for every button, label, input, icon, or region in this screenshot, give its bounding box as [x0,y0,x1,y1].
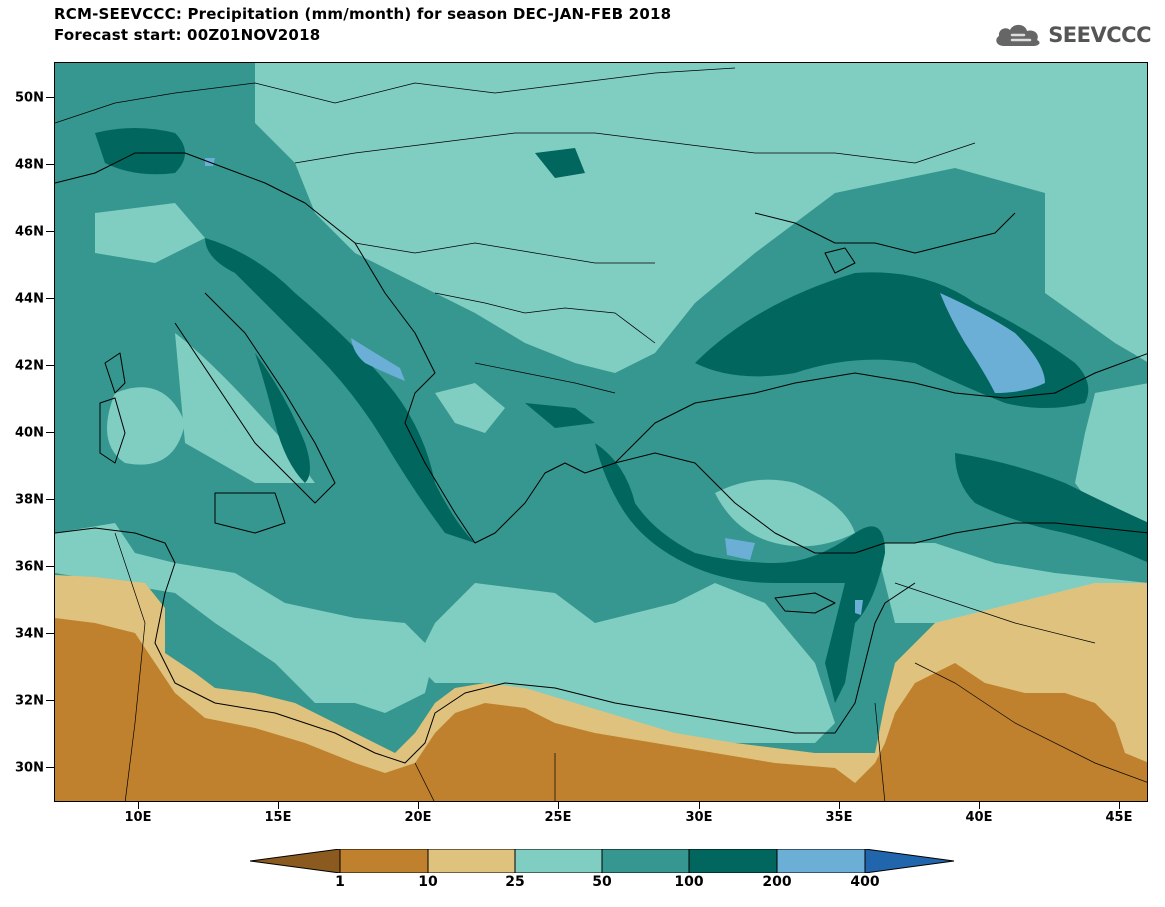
x-tick-mark [278,802,279,809]
y-tick-mark [46,365,54,366]
y-tick-mark [46,231,54,232]
colorbar-label: 1 [335,874,345,890]
colorbar-label: 100 [674,874,704,890]
precipitation-map [54,62,1148,802]
x-tick-label: 15E [264,810,292,825]
zone-100-200 [95,128,1147,703]
x-tick-label: 20E [404,810,432,825]
x-tick-mark [418,802,419,809]
y-tick-label: 34N [15,626,44,642]
x-tick-label: 25E [544,810,572,825]
y-tick-mark [46,767,54,768]
x-tick-label: 40E [965,810,993,825]
y-tick-mark [46,633,54,634]
colorbar-segment [339,849,429,873]
y-tick-mark [46,499,54,500]
colorbar-min-arrow [250,849,341,873]
y-tick-label: 42N [15,358,44,374]
x-tick-mark [1119,802,1120,809]
x-tick-mark [839,802,840,809]
colorbar-label: 200 [762,874,792,890]
y-tick-label: 36N [15,559,44,575]
x-tick-mark [138,802,139,809]
borders [55,67,1147,801]
colorbar-label: 50 [592,874,612,890]
y-tick-mark [46,700,54,701]
colorbar [250,849,955,873]
y-tick-label: 48N [15,157,44,173]
colorbar-segment [427,849,516,873]
colorbar-segment [514,849,603,873]
x-tick-label: 45E [1105,810,1133,825]
y-tick-mark [46,298,54,299]
y-tick-label: 32N [15,693,44,709]
logo-text: SEEVCCC [1048,23,1151,47]
colorbar-label: 400 [850,874,880,890]
x-tick-mark [558,802,559,809]
colorbar-max-arrow [864,849,955,873]
x-tick-label: 10E [124,810,152,825]
title-block: RCM-SEEVCCC: Precipitation (mm/month) fo… [54,4,671,46]
y-tick-label: 46N [15,224,44,240]
colorbar-segment [688,849,778,873]
x-tick-label: 30E [685,810,713,825]
y-tick-mark [46,432,54,433]
colorbar-segment [601,849,690,873]
zone-10-25 [55,575,1147,801]
colorbar-label: 25 [505,874,525,890]
zone-1-10 [55,618,1147,801]
x-tick-mark [979,802,980,809]
coastlines [55,152,1147,764]
colorbar-segment [776,849,866,873]
y-tick-label: 30N [15,760,44,776]
y-tick-mark [46,566,54,567]
y-tick-mark [46,164,54,165]
y-tick-mark [46,97,54,98]
cloud-icon [996,24,1040,46]
y-tick-label: 40N [15,425,44,441]
colorbar-label: 10 [418,874,438,890]
map-title: RCM-SEEVCCC: Precipitation (mm/month) fo… [54,5,672,23]
map-canvas [55,63,1147,801]
zone-25-50 [55,63,1147,743]
seevccc-logo: SEEVCCC [992,20,1151,50]
y-tick-label: 50N [15,90,44,106]
x-tick-mark [699,802,700,809]
zone-200-400 [205,158,1045,615]
forecast-start: Forecast start: 00Z01NOV2018 [54,26,321,44]
x-tick-label: 35E [825,810,853,825]
y-tick-label: 44N [15,291,44,307]
y-tick-label: 38N [15,492,44,508]
